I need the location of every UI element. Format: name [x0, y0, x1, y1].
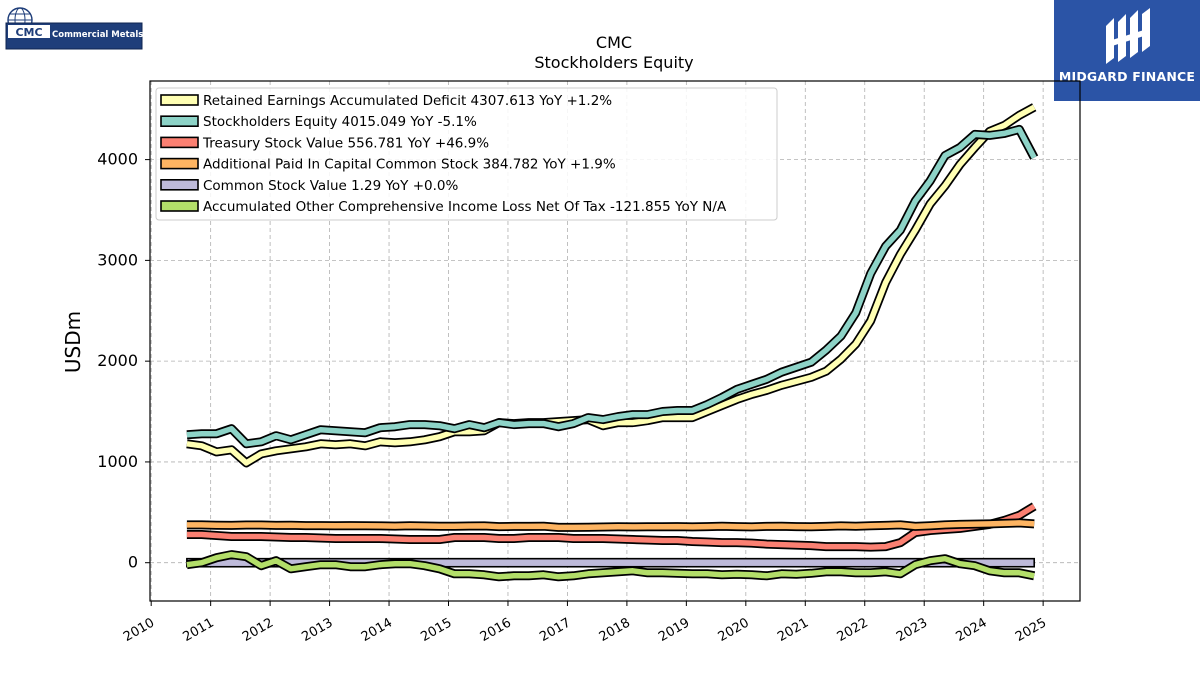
y-tick-label: 4000	[97, 150, 138, 169]
x-tick-label: 2015	[418, 615, 454, 645]
legend-swatch	[160, 179, 199, 191]
x-tick-label: 2022	[835, 615, 871, 645]
legend-entry: Common Stock Value 1.29 YoY +0.0%	[203, 178, 458, 194]
legend-swatch	[160, 200, 199, 212]
series-stockholders-equity	[186, 126, 1037, 447]
series-retained-earnings-accumulated-deficit	[186, 104, 1036, 466]
series-accumulated-other-comprehensive-income-loss-net-of-tax	[186, 551, 1035, 580]
chart-title: CMC	[596, 33, 632, 52]
x-axis: 2010 2011 2012 2013 2014 2015 2016 2017 2018 2019…	[121, 601, 1049, 645]
chart-subtitle: Stockholders Equity	[534, 53, 693, 72]
legend-entry: Stockholders Equity 4015.049 YoY -5.1%	[203, 114, 477, 130]
x-tick-label: 2012	[240, 615, 276, 645]
y-tick-label: 1000	[97, 452, 138, 471]
series-treasury-stock-value	[186, 503, 1036, 550]
x-tick-label: 2017	[537, 615, 573, 645]
x-tick-label: 2020	[716, 615, 752, 645]
legend-swatch	[160, 157, 199, 170]
legend-swatch	[160, 115, 199, 127]
x-tick-label: 2011	[180, 615, 216, 645]
x-tick-label: 2013	[299, 615, 335, 645]
y-axis-label: USDm	[61, 311, 85, 373]
legend-swatch	[160, 136, 199, 149]
x-tick-label: 2021	[775, 615, 811, 645]
midgard-mark-icon	[1106, 8, 1150, 64]
publisher-logo: MIDGARD FINANCE	[1054, 0, 1200, 101]
plot-frame	[149, 80, 1081, 602]
x-tick-label: 2025	[1013, 615, 1049, 645]
y-tick-label: 0	[128, 553, 138, 572]
x-tick-label: 2014	[359, 615, 395, 645]
x-tick-label: 2024	[954, 615, 990, 645]
series-layer	[186, 103, 1039, 582]
x-tick-label: 2023	[894, 615, 930, 645]
series-additional-paid-in-capital-common-stock	[186, 520, 1035, 531]
y-tick-label: 2000	[97, 351, 138, 370]
legend-entry: Treasury Stock Value 556.781 YoY +46.9%	[202, 135, 489, 151]
cmc-logo-abbrev: CMC	[15, 26, 42, 39]
publisher-logo-text: MIDGARD FINANCE	[1058, 69, 1196, 84]
x-tick-label: 2018	[597, 615, 633, 645]
company-logo: CMC Commercial Metals	[4, 6, 144, 52]
y-axis: 0 1000 2000 3000 4000	[97, 150, 150, 572]
x-tick-label: 2016	[478, 615, 514, 645]
y-tick-label: 3000	[97, 250, 138, 269]
legend: Retained Earnings Accumulated Deficit 43…	[155, 87, 778, 221]
legend-entry: Retained Earnings Accumulated Deficit 43…	[203, 93, 612, 109]
cmc-logo-name: Commercial Metals	[52, 30, 143, 40]
x-tick-label: 2019	[656, 615, 692, 645]
legend-box	[155, 87, 778, 221]
x-tick-label: 2010	[121, 615, 157, 645]
legend-entry: Additional Paid In Capital Common Stock …	[203, 157, 616, 173]
legend-entry: Accumulated Other Comprehensive Income L…	[203, 199, 727, 215]
cmc-logo-graphic: CMC Commercial Metals	[5, 7, 143, 50]
legend-swatch	[160, 94, 199, 106]
